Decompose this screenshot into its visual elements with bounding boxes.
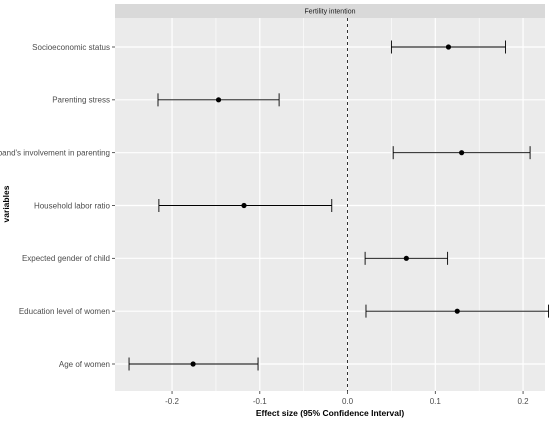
x-tick-labels: -0.2 -0.1 0.0 0.1 0.2: [165, 391, 529, 406]
y-tick-label: Household labor ratio: [34, 201, 111, 210]
y-axis-title: variables: [1, 185, 11, 222]
strip-title: Fertility intention: [305, 9, 356, 16]
forest-row: [364, 251, 449, 265]
forest-row: [392, 146, 531, 160]
y-tick-label: Parenting stress: [52, 96, 110, 105]
point-estimate: [190, 361, 196, 367]
point-estimate: [241, 202, 247, 209]
strip-background: [115, 4, 545, 18]
x-tick-label: 0.1: [430, 397, 442, 406]
x-tick-label: 0.2: [517, 397, 529, 406]
plot-panel: [115, 18, 545, 391]
y-tick-label: Education level of women: [19, 307, 110, 316]
point-estimate: [454, 308, 460, 314]
forest-row: [157, 93, 280, 107]
point-estimate: [445, 44, 452, 50]
forest-row: [128, 357, 259, 371]
y-tick-label: Expected gender of child: [22, 254, 110, 263]
y-tick-labels: Socioeconomic status Parenting stress Husb…: [0, 43, 115, 369]
point-estimate: [459, 150, 465, 156]
x-tick-label: -0.2: [165, 397, 179, 406]
y-tick-label: Age of women: [59, 360, 110, 369]
x-axis-title: Effect size (95% Confidence Interval): [256, 408, 404, 418]
y-tick-label: Husband's involvement in parenting: [0, 148, 110, 157]
forest-row: [158, 199, 333, 212]
x-tick-label: -0.1: [253, 397, 267, 406]
x-tick-label: 0.0: [342, 397, 354, 406]
point-estimate: [215, 97, 222, 103]
forest-row: [390, 40, 506, 54]
y-tick-label: Socioeconomic status: [32, 43, 110, 52]
forest-row: [365, 304, 549, 318]
point-estimate: [403, 255, 409, 261]
data-marks: [128, 40, 549, 371]
